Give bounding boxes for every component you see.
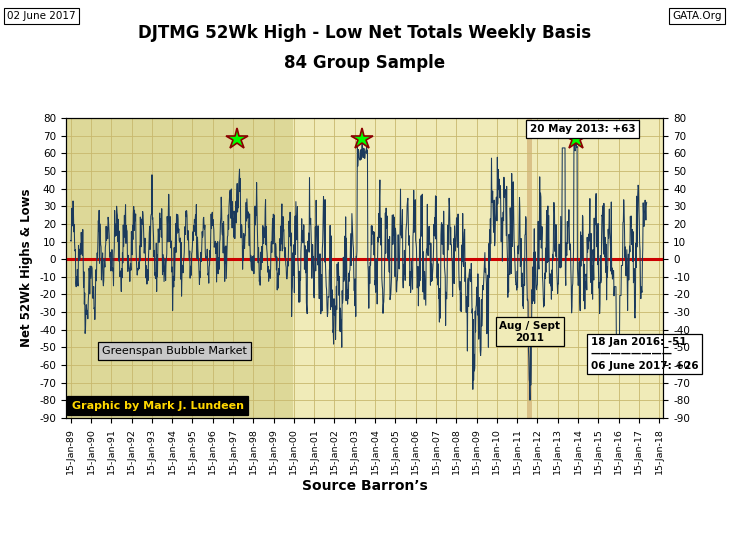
Text: Greenspan Bubble Market: Greenspan Bubble Market [102, 346, 247, 356]
Text: GATA.Org: GATA.Org [672, 11, 722, 21]
Y-axis label: Net 52Wk Highs & Lows: Net 52Wk Highs & Lows [20, 189, 34, 347]
Text: Graphic by Mark J. Lundeen: Graphic by Mark J. Lundeen [71, 401, 243, 411]
Text: Aug / Sept
2011: Aug / Sept 2011 [499, 321, 561, 343]
Text: 18 Jan 2016: -51
————————
06 June 2017: +26: 18 Jan 2016: -51 ———————— 06 June 2017: … [590, 338, 698, 370]
Text: 84 Group Sample: 84 Group Sample [284, 54, 445, 72]
Text: DJTMG 52Wk High - Low Net Totals Weekly Basis: DJTMG 52Wk High - Low Net Totals Weekly … [138, 24, 591, 42]
Text: 20 May 2013: +63: 20 May 2013: +63 [530, 124, 636, 138]
Bar [528, 118, 532, 418]
Text: 02 June 2017: 02 June 2017 [7, 11, 76, 21]
Bar [66, 118, 293, 418]
X-axis label: Source Barron’s: Source Barron’s [302, 479, 427, 493]
Bar [293, 118, 663, 418]
